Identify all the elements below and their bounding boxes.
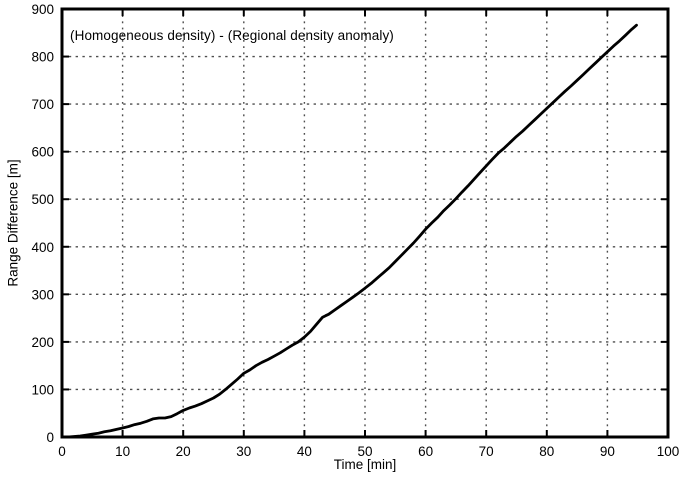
- x-tick-label: 20: [176, 444, 191, 459]
- x-tick-label: 40: [297, 444, 312, 459]
- x-tick-label: 90: [600, 444, 615, 459]
- y-tick-label: 400: [31, 240, 54, 255]
- x-tick-label: 100: [657, 444, 680, 459]
- y-tick-label: 0: [46, 430, 54, 445]
- x-tick-label: 10: [115, 444, 130, 459]
- y-tick-label: 900: [31, 2, 54, 17]
- y-axis-label: Range Difference [m]: [5, 159, 21, 287]
- y-tick-label: 300: [31, 287, 54, 302]
- y-tick-label: 800: [31, 50, 54, 65]
- x-tick-label: 70: [479, 444, 494, 459]
- x-tick-label: 50: [357, 444, 372, 459]
- y-tick-label: 600: [31, 145, 54, 160]
- x-axis-label: Time [min]: [333, 457, 397, 472]
- plot-frame: [60, 7, 670, 439]
- annotation: (Homogeneous density) - (Regional densit…: [70, 28, 394, 43]
- x-tick-label: 60: [418, 444, 433, 459]
- x-tick-label: 0: [58, 444, 66, 459]
- y-tick-label: 500: [31, 192, 54, 207]
- data-line: [60, 23, 638, 439]
- x-tick-label: 80: [539, 444, 554, 459]
- x-tick-label: 30: [236, 444, 251, 459]
- y-tick-label: 200: [31, 335, 54, 350]
- y-tick-label: 100: [31, 382, 54, 397]
- y-tick-label: 700: [31, 97, 54, 112]
